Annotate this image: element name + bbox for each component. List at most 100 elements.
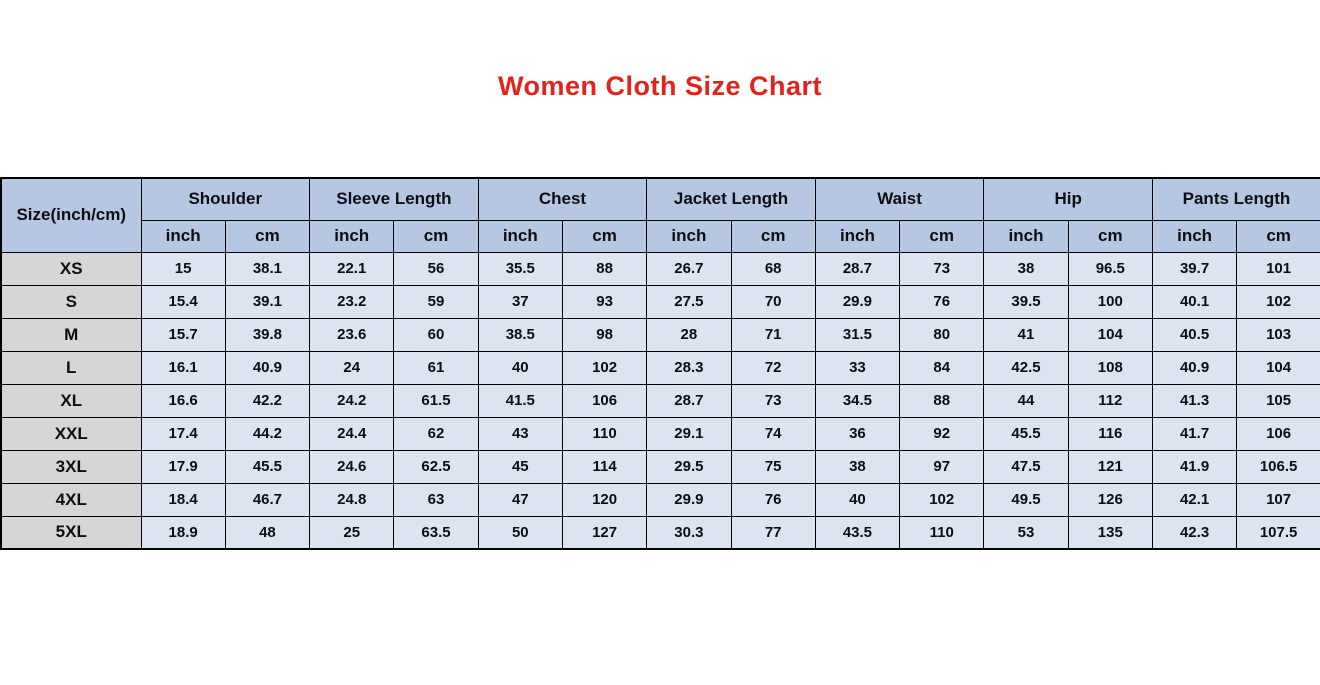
measurement-cell: 61 <box>393 350 479 385</box>
size-column-header: Size(inch/cm) <box>0 177 142 253</box>
measurement-cell: 103 <box>1236 317 1320 352</box>
measurement-cell: 50 <box>477 515 563 550</box>
measurement-cell: 105 <box>1236 383 1320 418</box>
measurement-cell: 45 <box>477 449 563 484</box>
unit-header-pants-length-inch: inch <box>1151 219 1238 253</box>
measurement-cell: 120 <box>561 482 648 517</box>
measurement-cell: 47 <box>477 482 563 517</box>
measurement-cell: 38 <box>983 251 1069 286</box>
measurement-cell: 101 <box>1236 251 1320 286</box>
size-label-s: S <box>0 284 142 319</box>
measurement-cell: 77 <box>730 515 816 550</box>
measurement-cell: 42.1 <box>1151 482 1238 517</box>
measurement-cell: 56 <box>393 251 479 286</box>
table-body: XS 15 38.1 22.1 56 35.5 88 26.7 68 28.7 73 38 96.5 39… <box>0 251 1320 550</box>
unit-header-jacket-length-cm: cm <box>730 219 816 253</box>
group-header-waist: Waist <box>814 177 985 221</box>
measurement-cell: 28.3 <box>646 350 732 385</box>
measurement-cell: 48 <box>224 515 311 550</box>
measurement-cell: 80 <box>899 317 985 352</box>
measurement-cell: 114 <box>561 449 648 484</box>
measurement-cell: 30.3 <box>646 515 732 550</box>
measurement-cell: 60 <box>393 317 479 352</box>
measurement-cell: 73 <box>899 251 985 286</box>
size-label-5xl: 5XL <box>0 515 142 550</box>
measurement-cell: 29.1 <box>646 416 732 451</box>
measurement-cell: 135 <box>1067 515 1153 550</box>
measurement-cell: 42.5 <box>983 350 1069 385</box>
table-row-s: S 15.4 39.1 23.2 59 37 93 27.5 70 29.9 76 39.5 100 40… <box>0 284 1320 319</box>
measurement-cell: 26.7 <box>646 251 732 286</box>
measurement-cell: 127 <box>561 515 648 550</box>
measurement-cell: 24.8 <box>309 482 395 517</box>
measurement-cell: 112 <box>1067 383 1153 418</box>
measurement-cell: 28 <box>646 317 732 352</box>
unit-header-shoulder-cm: cm <box>224 219 311 253</box>
unit-header-sleeve-length-inch: inch <box>309 219 395 253</box>
measurement-cell: 107.5 <box>1236 515 1320 550</box>
size-label-xl: XL <box>0 383 142 418</box>
table-row-xxl: XXL 17.4 44.2 24.4 62 43 110 29.1 74 36 92 45.5 116 4… <box>0 416 1320 451</box>
measurement-cell: 24.4 <box>309 416 395 451</box>
measurement-cell: 23.6 <box>309 317 395 352</box>
measurement-cell: 43 <box>477 416 563 451</box>
group-header-sleeve-length: Sleeve Length <box>309 177 479 221</box>
measurement-cell: 106 <box>561 383 648 418</box>
measurement-cell: 76 <box>899 284 985 319</box>
measurement-cell: 29.5 <box>646 449 732 484</box>
measurement-cell: 62.5 <box>393 449 479 484</box>
measurement-cell: 93 <box>561 284 648 319</box>
measurement-cell: 45.5 <box>983 416 1069 451</box>
group-header-chest: Chest <box>477 177 648 221</box>
measurement-cell: 40.1 <box>1151 284 1238 319</box>
measurement-cell: 15.4 <box>140 284 226 319</box>
unit-header-row: inch cm inch cm inch cm inch cm inch cm inch cm inch… <box>1 219 1320 253</box>
size-label-xs: XS <box>0 251 142 286</box>
table-row-xs: XS 15 38.1 22.1 56 35.5 88 26.7 68 28.7 73 38 96.5 39… <box>0 251 1320 286</box>
measurement-cell: 17.4 <box>140 416 226 451</box>
measurement-cell: 76 <box>730 482 816 517</box>
measurement-cell: 34.5 <box>814 383 901 418</box>
measurement-cell: 40 <box>814 482 901 517</box>
measurement-cell: 44.2 <box>224 416 311 451</box>
table-row-4xl: 4XL 18.4 46.7 24.8 63 47 120 29.9 76 40 102 49.5 126… <box>0 482 1320 517</box>
measurement-cell: 110 <box>899 515 985 550</box>
measurement-cell: 41.5 <box>477 383 563 418</box>
measurement-cell: 84 <box>899 350 985 385</box>
measurement-cell: 24.6 <box>309 449 395 484</box>
measurement-cell: 116 <box>1067 416 1153 451</box>
measurement-cell: 40.9 <box>224 350 311 385</box>
measurement-cell: 36 <box>814 416 901 451</box>
measurement-cell: 104 <box>1067 317 1153 352</box>
measurement-cell: 41.7 <box>1151 416 1238 451</box>
measurement-cell: 40 <box>477 350 563 385</box>
measurement-cell: 110 <box>561 416 648 451</box>
measurement-cell: 23.2 <box>309 284 395 319</box>
measurement-cell: 108 <box>1067 350 1153 385</box>
measurement-cell: 88 <box>561 251 648 286</box>
group-header-hip: Hip <box>983 177 1153 221</box>
table-header: Size(inch/cm) Shoulder Sleeve Length Chest… <box>0 177 1320 253</box>
measurement-cell: 102 <box>561 350 648 385</box>
group-header-shoulder: Shoulder <box>140 177 311 221</box>
group-header-row: Size(inch/cm) Shoulder Sleeve Length Chest… <box>0 177 1320 253</box>
measurement-cell: 29.9 <box>646 482 732 517</box>
measurement-cell: 24.2 <box>309 383 395 418</box>
measurement-cell: 42.2 <box>224 383 311 418</box>
measurement-cell: 71 <box>730 317 816 352</box>
unit-header-jacket-length-inch: inch <box>646 219 732 253</box>
table-row-xl: XL 16.6 42.2 24.2 61.5 41.5 106 28.7 73 34.5 88 44 1… <box>0 383 1320 418</box>
measurement-cell: 92 <box>899 416 985 451</box>
unit-header-hip-inch: inch <box>983 219 1069 253</box>
unit-header-shoulder-inch: inch <box>140 219 226 253</box>
measurement-cell: 28.7 <box>814 251 901 286</box>
measurement-cell: 44 <box>983 383 1069 418</box>
measurement-cell: 107 <box>1236 482 1320 517</box>
measurement-cell: 88 <box>899 383 985 418</box>
measurement-cell: 106.5 <box>1236 449 1320 484</box>
measurement-cell: 16.1 <box>140 350 226 385</box>
measurement-cell: 38.5 <box>477 317 563 352</box>
measurement-cell: 47.5 <box>983 449 1069 484</box>
measurement-cell: 29.9 <box>814 284 901 319</box>
measurement-cell: 53 <box>983 515 1069 550</box>
